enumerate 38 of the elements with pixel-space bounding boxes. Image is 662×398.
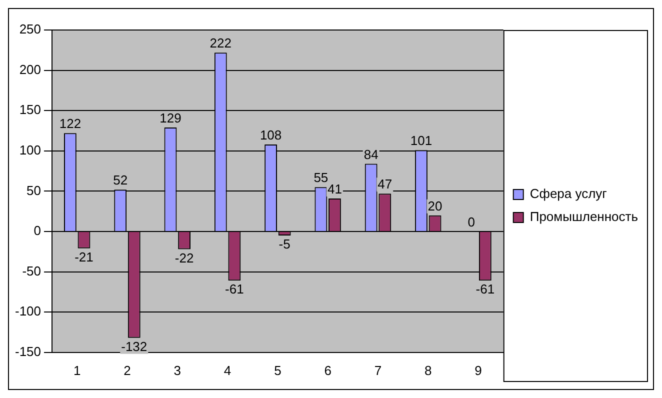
y-tick-label: -50 bbox=[22, 263, 42, 278]
x-tick-label: 5 bbox=[274, 362, 282, 378]
data-label: 222 bbox=[210, 36, 232, 51]
y-tick-label: 150 bbox=[19, 102, 42, 118]
x-tick-label: 7 bbox=[374, 362, 382, 378]
legend-label: Сфера услуг bbox=[530, 186, 608, 202]
x-tick-label: 8 bbox=[424, 362, 432, 378]
data-label: 84 bbox=[364, 146, 378, 162]
legend-label: Промышленность bbox=[530, 209, 638, 224]
data-label: 55 bbox=[314, 170, 328, 186]
data-label: 52 bbox=[113, 172, 128, 188]
data-label: 122 bbox=[59, 116, 82, 132]
data-label: -61 bbox=[476, 282, 495, 297]
y-tick-label: -100 bbox=[14, 304, 42, 319]
data-label: 0 bbox=[468, 214, 476, 230]
x-tick-label: 4 bbox=[224, 362, 232, 378]
data-label: -22 bbox=[174, 250, 194, 266]
y-tick-label: 200 bbox=[19, 62, 42, 77]
x-tick-label: 1 bbox=[73, 362, 81, 378]
y-tick-label: -150 bbox=[14, 344, 42, 359]
data-label: 47 bbox=[378, 176, 392, 192]
x-tick-label: 9 bbox=[474, 362, 482, 378]
data-label: 101 bbox=[410, 133, 432, 148]
y-tick-label: 50 bbox=[26, 182, 42, 198]
data-label: -21 bbox=[74, 250, 94, 265]
data-label: 20 bbox=[428, 198, 442, 214]
data-label: 41 bbox=[327, 182, 342, 197]
data-label: 108 bbox=[260, 128, 282, 143]
x-tick-label: 6 bbox=[324, 362, 332, 378]
y-tick-label: 100 bbox=[19, 142, 42, 158]
data-label: 129 bbox=[160, 110, 182, 126]
y-tick-label: 250 bbox=[19, 22, 42, 37]
data-label: -61 bbox=[225, 282, 244, 297]
x-tick-label: 2 bbox=[124, 362, 131, 378]
data-label: -132 bbox=[121, 338, 148, 354]
y-tick-label: 0 bbox=[34, 223, 42, 238]
data-label: -5 bbox=[278, 236, 290, 252]
x-tick-label: 3 bbox=[174, 362, 182, 378]
